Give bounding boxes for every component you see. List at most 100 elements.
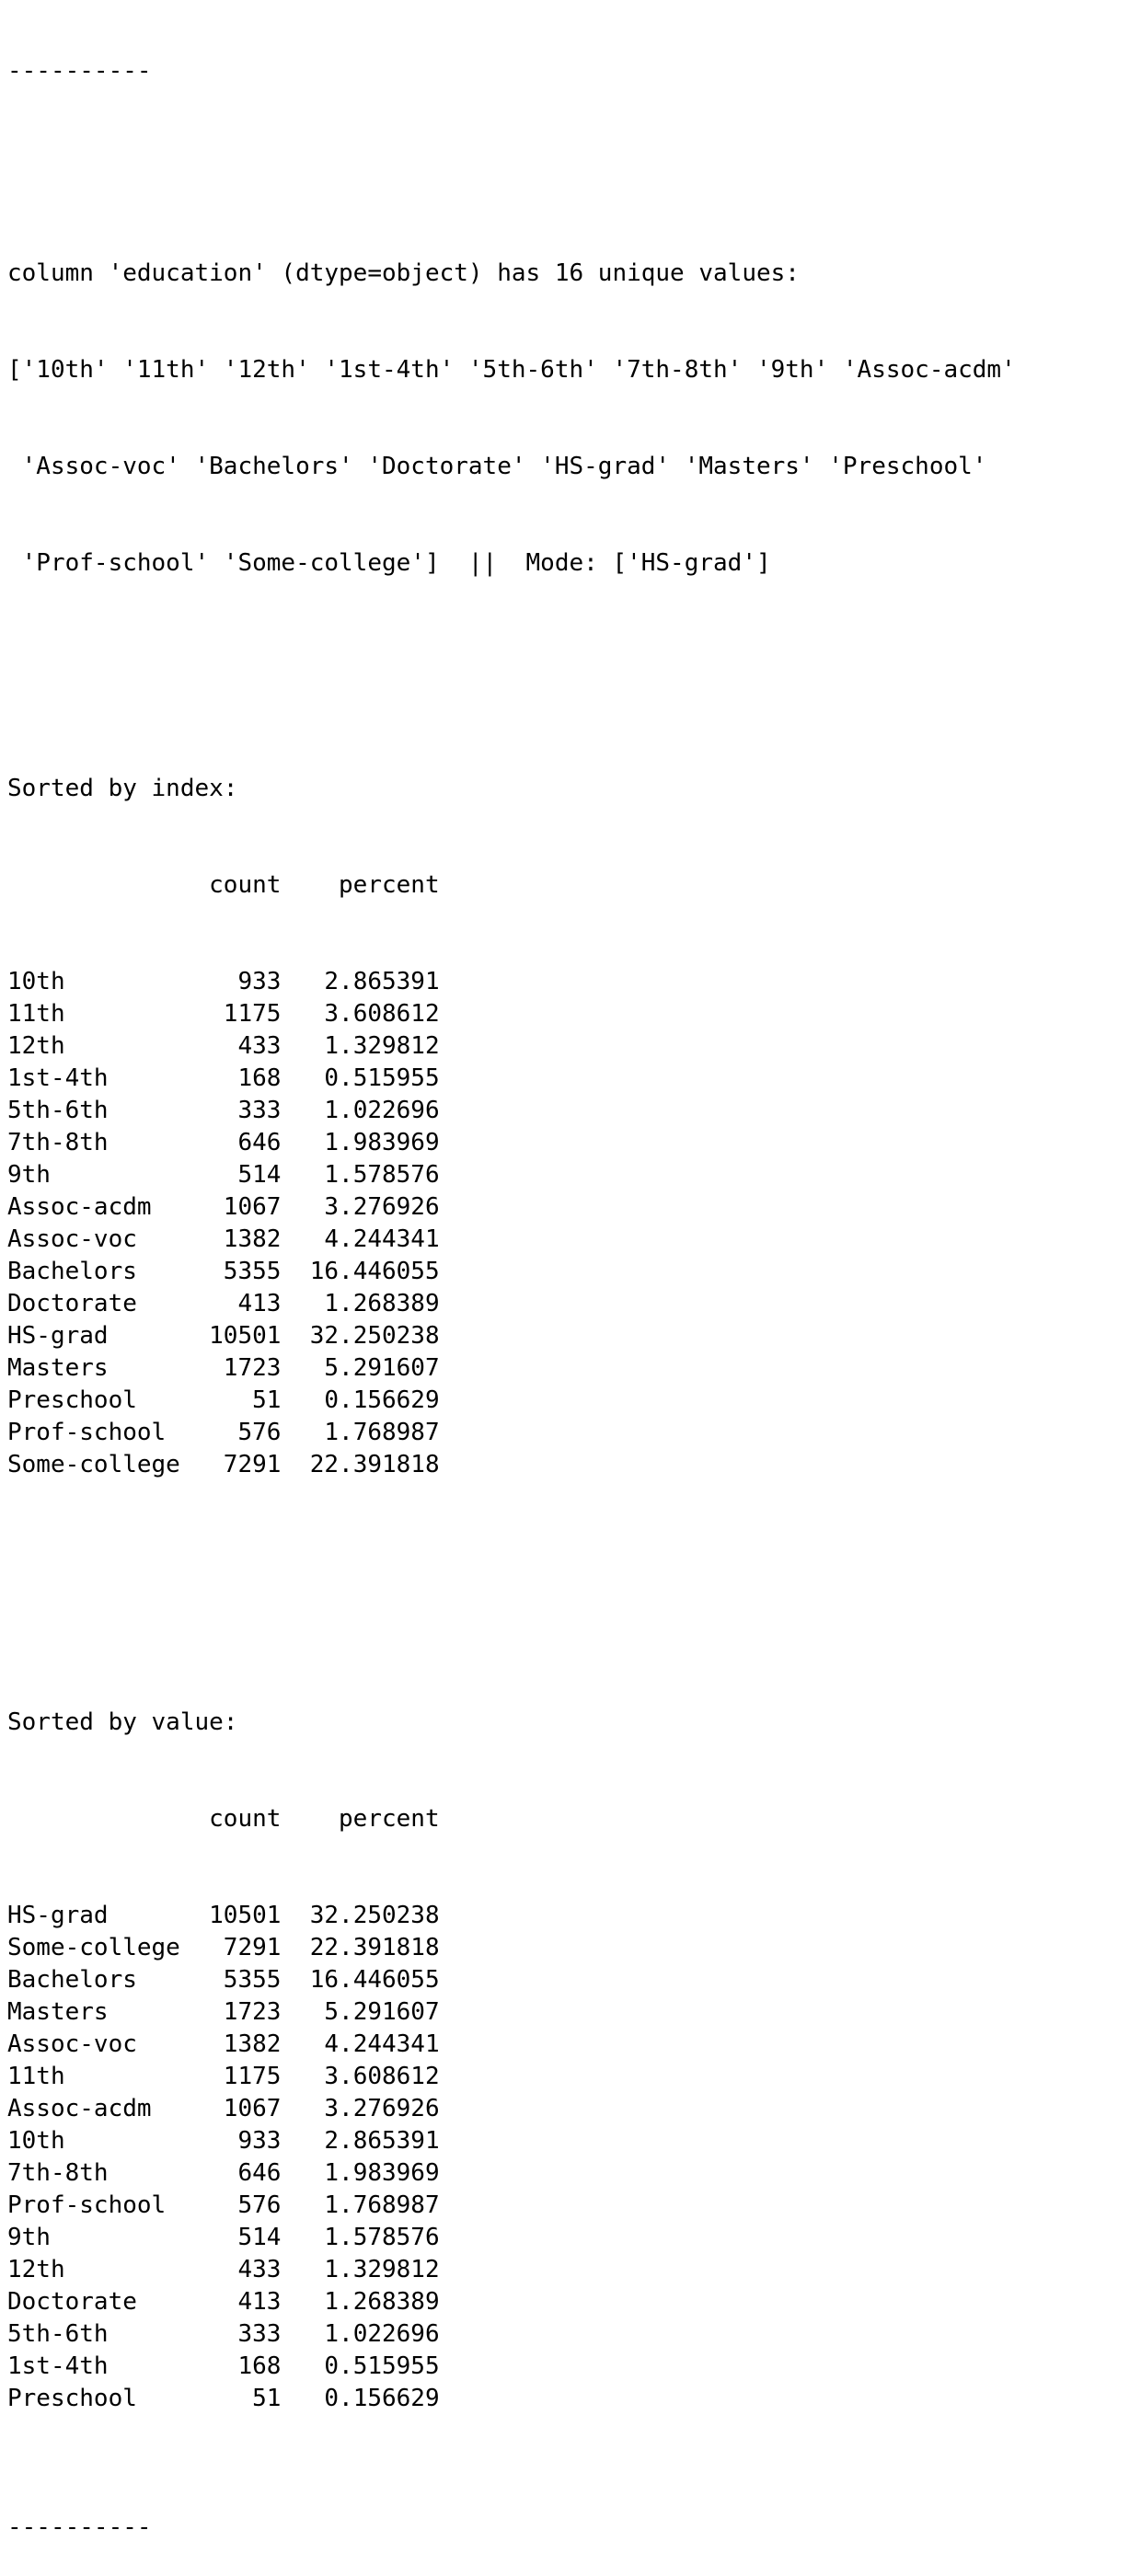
table-row: Assoc-acdm 1067 3.276926 <box>7 2093 1016 2125</box>
row-percent: 3.276926 <box>281 2095 440 2122</box>
row-percent: 1.768987 <box>281 2191 440 2219</box>
row-percent: 1.268389 <box>281 1290 440 1317</box>
row-label: Bachelors <box>7 1966 180 1994</box>
table-row: 7th-8th 646 1.983969 <box>7 2157 1016 2190</box>
row-percent: 1.268389 <box>281 2288 440 2316</box>
row-label: Doctorate <box>7 2288 180 2316</box>
row-percent: 2.865391 <box>281 968 440 995</box>
table-row: Assoc-voc 1382 4.244341 <box>7 2029 1016 2061</box>
row-count: 5355 <box>179 1258 282 1285</box>
row-count: 10501 <box>179 1902 282 1929</box>
row-percent: 1.768987 <box>281 1419 440 1446</box>
table-row: 9th 514 1.578576 <box>7 2222 1016 2254</box>
console-output: ---------- column 'education' (dtype=obj… <box>7 0 1016 2576</box>
table-row: 7th-8th 646 1.983969 <box>7 1127 1016 1159</box>
row-percent: 1.022696 <box>281 2320 440 2348</box>
row-label: Assoc-acdm <box>7 2095 180 2122</box>
table-row: Doctorate 413 1.268389 <box>7 2286 1016 2318</box>
table-row: 12th 433 1.329812 <box>7 2254 1016 2286</box>
row-percent: 22.391818 <box>281 1934 440 1961</box>
row-percent: 1.022696 <box>281 1097 440 1124</box>
row-percent: 1.983969 <box>281 1129 440 1156</box>
row-label: Preschool <box>7 1386 180 1414</box>
row-label: Assoc-voc <box>7 1225 180 1253</box>
sorted-by-index-table: 10th 933 2.865391 11th 1175 3.608612 12th … <box>7 966 1016 1481</box>
blank-line <box>7 161 1016 193</box>
row-count: 7291 <box>179 1451 282 1478</box>
row-percent: 16.446055 <box>281 1258 440 1285</box>
row-count: 1067 <box>179 1193 282 1221</box>
unique-values-line-3: 'Prof-school' 'Some-college'] || Mode: [… <box>7 549 771 577</box>
row-count: 1175 <box>179 2063 282 2090</box>
row-count: 514 <box>179 1161 282 1189</box>
table-row: 10th 933 2.865391 <box>7 966 1016 998</box>
row-label: Some-college <box>7 1934 180 1961</box>
table-row: Assoc-acdm 1067 3.276926 <box>7 1191 1016 1224</box>
unique-values-line-1: ['10th' '11th' '12th' '1st-4th' '5th-6th… <box>7 356 1016 384</box>
row-count: 51 <box>179 1386 282 1414</box>
row-count: 333 <box>179 1097 282 1124</box>
table-row: Doctorate 413 1.268389 <box>7 1288 1016 1320</box>
row-count: 10501 <box>179 1322 282 1350</box>
sorted-by-index-title: Sorted by index: <box>7 775 238 802</box>
row-count: 333 <box>179 2320 282 2348</box>
row-count: 646 <box>179 2159 282 2187</box>
row-label: 12th <box>7 1032 180 1060</box>
row-percent: 5.291607 <box>281 1998 440 2026</box>
row-label: HS-grad <box>7 1322 180 1350</box>
sorted-by-value-title: Sorted by value: <box>7 1708 238 1736</box>
row-label: 11th <box>7 2063 180 2090</box>
row-label: 7th-8th <box>7 2159 180 2187</box>
table-row: 11th 1175 3.608612 <box>7 998 1016 1030</box>
row-label: 9th <box>7 1161 180 1189</box>
column-summary-line: column 'education' (dtype=object) has 16… <box>7 259 800 287</box>
row-label: Some-college <box>7 1451 180 1478</box>
row-percent: 3.276926 <box>281 1193 440 1221</box>
row-label: 10th <box>7 2127 180 2155</box>
row-percent: 2.865391 <box>281 2127 440 2155</box>
row-label: Prof-school <box>7 1419 180 1446</box>
table-row: Bachelors 5355 16.446055 <box>7 1256 1016 1288</box>
row-percent: 3.608612 <box>281 1000 440 1028</box>
table-row: Prof-school 576 1.768987 <box>7 1417 1016 1449</box>
row-count: 168 <box>179 2352 282 2380</box>
sorted-by-index-header: count percent <box>7 871 440 899</box>
row-count: 433 <box>179 1032 282 1060</box>
row-label: 7th-8th <box>7 1129 180 1156</box>
separator-bottom: ---------- <box>7 2513 152 2541</box>
row-label: Masters <box>7 1354 180 1382</box>
row-label: 12th <box>7 2256 180 2283</box>
row-label: 9th <box>7 2224 180 2251</box>
table-row: 10th 933 2.865391 <box>7 2125 1016 2157</box>
row-percent: 22.391818 <box>281 1451 440 1478</box>
sorted-by-value-header: count percent <box>7 1805 440 1833</box>
row-percent: 32.250238 <box>281 1322 440 1350</box>
row-percent: 1.329812 <box>281 2256 440 2283</box>
row-label: 5th-6th <box>7 2320 180 2348</box>
row-count: 413 <box>179 1290 282 1317</box>
table-row: Masters 1723 5.291607 <box>7 1996 1016 2029</box>
table-row: Some-college 7291 22.391818 <box>7 1932 1016 1964</box>
blank-line <box>7 644 1016 676</box>
row-label: Preschool <box>7 2385 180 2412</box>
row-percent: 5.291607 <box>281 1354 440 1382</box>
row-count: 933 <box>179 968 282 995</box>
separator-top: ---------- <box>7 57 152 85</box>
row-count: 933 <box>179 2127 282 2155</box>
row-label: Prof-school <box>7 2191 180 2219</box>
row-percent: 1.329812 <box>281 1032 440 1060</box>
row-count: 5355 <box>179 1966 282 1994</box>
table-row: Prof-school 576 1.768987 <box>7 2190 1016 2222</box>
row-count: 576 <box>179 1419 282 1446</box>
row-percent: 4.244341 <box>281 1225 440 1253</box>
row-label: Masters <box>7 1998 180 2026</box>
row-label: Bachelors <box>7 1258 180 1285</box>
row-label: 11th <box>7 1000 180 1028</box>
table-row: 1st-4th 168 0.515955 <box>7 1063 1016 1095</box>
row-percent: 32.250238 <box>281 1902 440 1929</box>
table-row: Preschool 51 0.156629 <box>7 1385 1016 1417</box>
table-row: 1st-4th 168 0.515955 <box>7 2351 1016 2383</box>
row-count: 1067 <box>179 2095 282 2122</box>
row-label: Assoc-voc <box>7 2030 180 2058</box>
table-row: 9th 514 1.578576 <box>7 1159 1016 1191</box>
